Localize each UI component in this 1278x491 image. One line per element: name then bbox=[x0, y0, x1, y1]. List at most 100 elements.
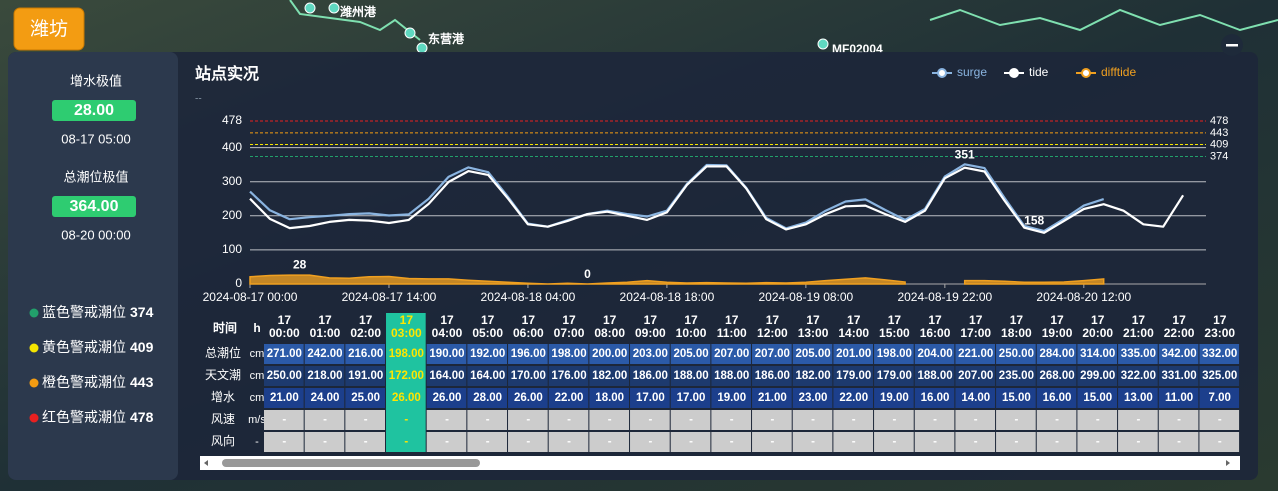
column-day: 17 bbox=[1050, 313, 1064, 327]
column-day: 17 bbox=[400, 313, 414, 327]
column-time: 15:00 bbox=[879, 326, 910, 340]
scroll-left[interactable] bbox=[204, 460, 208, 466]
cell-value: 250.00 bbox=[999, 348, 1034, 360]
cell-value: - bbox=[1014, 436, 1018, 448]
cell-value: 26.00 bbox=[392, 392, 421, 404]
table-cell bbox=[264, 388, 304, 408]
warning-line-label: 443 bbox=[1210, 127, 1228, 139]
cell-value: 179.00 bbox=[836, 370, 871, 382]
cell-value: 200.00 bbox=[592, 348, 627, 360]
y-tick-label: 478 bbox=[222, 113, 242, 127]
cell-value: 191.00 bbox=[348, 370, 383, 382]
table-cell bbox=[304, 388, 345, 408]
station-name: 潍坊 bbox=[30, 18, 68, 40]
cell-value: - bbox=[323, 436, 327, 448]
cell-value: 188.00 bbox=[917, 370, 952, 382]
table-cell bbox=[1118, 366, 1158, 386]
table-cell bbox=[264, 410, 304, 430]
column-time: 12:00 bbox=[757, 326, 788, 340]
table-cell bbox=[508, 366, 548, 386]
cell-value: - bbox=[1136, 436, 1140, 448]
station-button[interactable] bbox=[13, 7, 85, 51]
table-cell bbox=[752, 410, 792, 430]
cell-value: 221.00 bbox=[958, 348, 993, 360]
y-tick-label: 400 bbox=[222, 140, 242, 154]
column-day: 17 bbox=[969, 313, 983, 327]
table-cell bbox=[264, 432, 304, 452]
legend-icon bbox=[1081, 68, 1091, 78]
warning-label: 红色警戒潮位 478 bbox=[42, 409, 154, 425]
mark-point-label: 158 bbox=[1024, 213, 1044, 227]
map-station[interactable] bbox=[328, 2, 340, 14]
cell-value: 164.00 bbox=[429, 370, 464, 382]
map-station[interactable] bbox=[304, 2, 316, 14]
table-cell bbox=[548, 410, 589, 430]
cell-value: - bbox=[852, 414, 856, 426]
cell-value: - bbox=[933, 436, 937, 448]
cell-value: 284.00 bbox=[1039, 348, 1074, 360]
column-day: 17 bbox=[1091, 313, 1105, 327]
table-cell bbox=[833, 388, 874, 408]
cell-value: - bbox=[1177, 414, 1181, 426]
table-cell bbox=[426, 344, 467, 364]
cell-value: 192.00 bbox=[470, 348, 505, 360]
table-cell bbox=[1077, 344, 1118, 364]
row-label: 风向 bbox=[211, 433, 235, 448]
table-cell bbox=[1036, 432, 1077, 452]
map-station[interactable] bbox=[416, 42, 428, 54]
map-station[interactable] bbox=[817, 38, 829, 50]
warning-dot bbox=[29, 308, 39, 318]
table-header-label: 时间 bbox=[213, 320, 237, 335]
column-time: 09:00 bbox=[635, 326, 666, 340]
y-tick-label: 200 bbox=[222, 208, 242, 222]
column-time: 21:00 bbox=[1123, 326, 1154, 340]
column-day: 17 bbox=[1172, 313, 1186, 327]
cell-value: 176.00 bbox=[551, 370, 586, 382]
table-cell bbox=[711, 388, 752, 408]
column-day: 17 bbox=[481, 313, 495, 327]
row-unit: cm bbox=[250, 392, 265, 404]
chart-subtitle: -- bbox=[195, 94, 202, 105]
minimize-icon bbox=[1226, 44, 1238, 47]
scrollbar-thumb[interactable] bbox=[222, 459, 480, 467]
cell-value: - bbox=[1055, 414, 1059, 426]
table-cell bbox=[1036, 366, 1077, 386]
table-cell bbox=[345, 432, 386, 452]
scroll-right[interactable] bbox=[1226, 460, 1230, 466]
table-cell bbox=[345, 388, 386, 408]
table-cell bbox=[752, 344, 792, 364]
x-tick-label: 2024-08-18 18:00 bbox=[620, 290, 715, 304]
stat-time: 08-20 00:00 bbox=[61, 227, 130, 242]
cell-value: - bbox=[892, 436, 896, 448]
x-tick-label: 2024-08-19 22:00 bbox=[897, 290, 992, 304]
cell-value: - bbox=[526, 414, 530, 426]
column-time: 13:00 bbox=[798, 326, 829, 340]
column-day: 17 bbox=[847, 313, 861, 327]
table-cell bbox=[1077, 388, 1118, 408]
x-tick-label: 2024-08-19 08:00 bbox=[758, 290, 853, 304]
cell-value: 28.00 bbox=[473, 392, 502, 404]
cell-value: 325.00 bbox=[1202, 370, 1237, 382]
chart-title: 站点实况 bbox=[195, 64, 259, 83]
table-cell bbox=[467, 432, 508, 452]
table-cell bbox=[304, 344, 345, 364]
table-cell bbox=[792, 432, 833, 452]
cell-value: - bbox=[282, 414, 286, 426]
cell-value: 198.00 bbox=[877, 348, 912, 360]
cell-value: - bbox=[974, 414, 978, 426]
table-cell bbox=[589, 366, 630, 386]
cell-value: 188.00 bbox=[714, 370, 749, 382]
table-cell bbox=[426, 410, 467, 430]
table-cell bbox=[670, 366, 711, 386]
column-day: 17 bbox=[806, 313, 820, 327]
warning-name: 橙色警戒潮位 bbox=[42, 374, 126, 390]
column-day: 17 bbox=[1132, 313, 1146, 327]
cell-value: 299.00 bbox=[1080, 370, 1115, 382]
cell-value: 17.00 bbox=[636, 392, 665, 404]
table-cell bbox=[670, 344, 711, 364]
map-station[interactable] bbox=[404, 27, 416, 39]
map-label: 东营港 bbox=[428, 31, 465, 46]
cell-value: 170.00 bbox=[511, 370, 546, 382]
table-cell bbox=[833, 432, 874, 452]
